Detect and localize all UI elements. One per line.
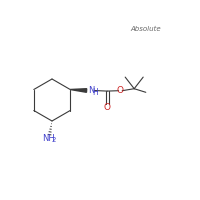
Text: NH: NH — [42, 134, 55, 143]
Polygon shape — [70, 89, 87, 92]
Text: N: N — [88, 86, 95, 95]
Text: H: H — [93, 88, 98, 97]
Text: Absolute: Absolute — [131, 26, 161, 32]
Text: O: O — [117, 86, 124, 95]
Text: 2: 2 — [51, 137, 56, 143]
Text: O: O — [104, 103, 111, 112]
